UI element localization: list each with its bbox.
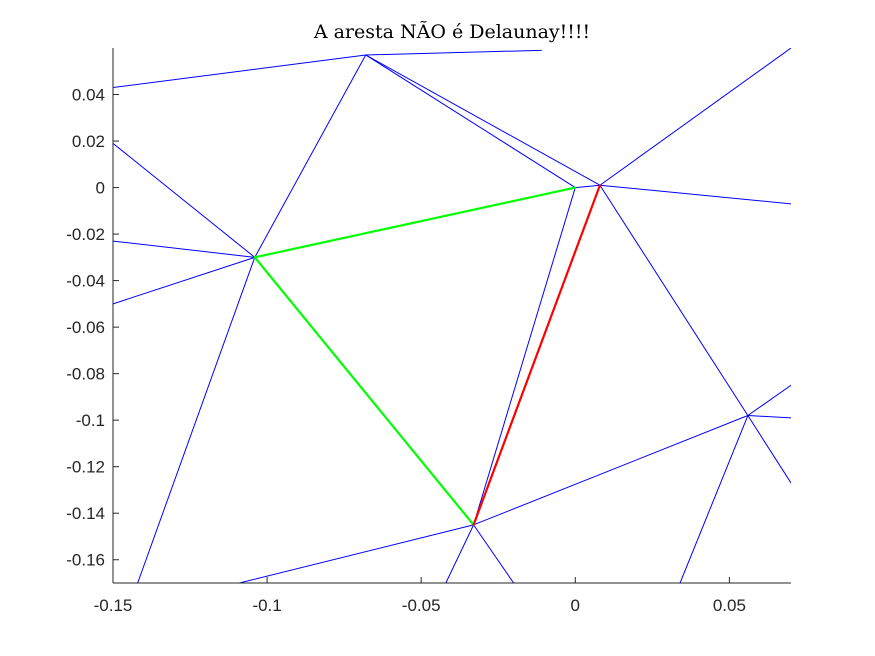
x-tick-label: -0.05 — [402, 596, 441, 615]
mesh-edge — [473, 524, 515, 583]
mesh-edge — [473, 187, 576, 526]
illegal-edge — [472, 184, 602, 526]
y-tick-label: -0.14 — [66, 504, 105, 523]
y-tick-label: -0.1 — [76, 411, 105, 430]
x-tick-label: -0.15 — [94, 596, 133, 615]
chart-title: A aresta NÃO é Delaunay!!!! — [313, 21, 590, 43]
highlight-edge — [253, 186, 577, 259]
y-tick-label: 0 — [96, 179, 105, 198]
highlight-edge — [253, 256, 475, 526]
mesh-edge — [747, 384, 791, 417]
x-tick-label: 0 — [571, 596, 580, 615]
y-tick-label: -0.16 — [66, 551, 105, 570]
mesh-edge — [254, 54, 367, 258]
mesh-edge — [365, 54, 576, 189]
mesh-edge — [238, 524, 475, 583]
x-tick-label: -0.1 — [252, 596, 281, 615]
mesh-edge — [574, 184, 601, 189]
mesh-edge — [113, 142, 256, 258]
x-tick-label: 0.05 — [713, 596, 746, 615]
mesh-edge — [113, 54, 367, 89]
mesh-edge — [599, 48, 791, 186]
mesh-edge — [137, 256, 256, 583]
axes-layer — [112, 48, 791, 584]
mesh-edge — [445, 524, 475, 583]
mesh-edge — [113, 256, 256, 305]
y-tick-label: -0.12 — [66, 458, 105, 477]
tick-layer: -0.15 -0.1 -0.05 0 0.05 0.04 0.02 0 -0.02 -0.04 -0… — [66, 86, 746, 615]
mesh-edge — [473, 415, 749, 526]
y-tick-label: 0.04 — [72, 86, 105, 105]
mesh-edge — [747, 415, 791, 484]
y-tick-label: -0.08 — [66, 365, 105, 384]
mesh-edge — [113, 240, 256, 258]
mesh-edge — [599, 184, 749, 417]
y-tick-label: 0.02 — [72, 132, 105, 151]
y-tick-label: -0.06 — [66, 318, 105, 337]
mesh-edge — [365, 54, 601, 186]
mesh-edge — [599, 184, 791, 205]
mesh-layer — [113, 48, 791, 583]
mesh-edge — [679, 415, 749, 583]
mesh-edge — [365, 49, 542, 56]
y-tick-label: -0.02 — [66, 225, 105, 244]
mesh-edge — [747, 415, 791, 419]
y-tick-label: -0.04 — [66, 272, 105, 291]
